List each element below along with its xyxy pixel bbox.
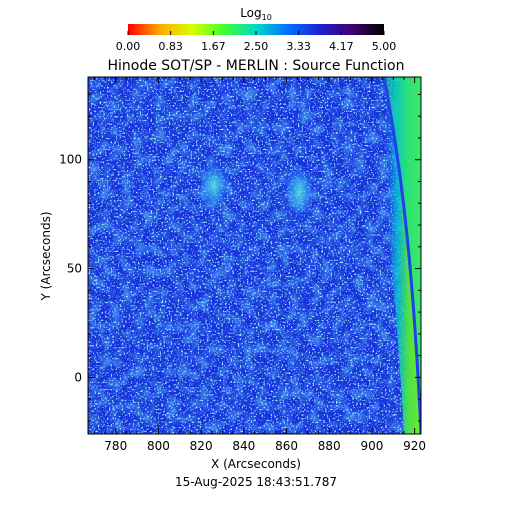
timestamp: 15-Aug-2025 18:43:51.787 — [175, 475, 337, 489]
x-tick-label: 780 — [104, 439, 127, 453]
bright-feature — [197, 157, 230, 214]
colorbar-tick-label: 0.00 — [116, 40, 141, 53]
granulation-speckle — [88, 77, 421, 434]
bright-feature — [283, 164, 316, 221]
colorbar — [128, 24, 384, 35]
colorbar-ticks: 0.00 0.83 1.67 2.50 3.33 4.17 5.00 — [116, 31, 397, 53]
x-tick-label: 820 — [190, 439, 213, 453]
colorbar-tick-label: 2.50 — [244, 40, 269, 53]
chart-title: Hinode SOT/SP - MERLIN : Source Function — [107, 58, 404, 74]
colorbar-label: Log10 — [240, 6, 272, 22]
x-axis-ticks: 780 800 820 840 860 880 900 920 — [93, 77, 426, 453]
x-tick-label: 860 — [275, 439, 298, 453]
colorbar-tick-label: 4.17 — [329, 40, 354, 53]
y-tick-label: 50 — [67, 262, 82, 276]
off-limb-region — [384, 77, 421, 434]
colorbar-tick-label: 3.33 — [286, 40, 311, 53]
x-tick-label: 880 — [318, 439, 341, 453]
x-axis-label: X (Arcseconds) — [211, 457, 301, 471]
colorbar-tick-label: 5.00 — [372, 40, 397, 53]
x-tick-label: 920 — [403, 439, 426, 453]
y-tick-label: 0 — [74, 370, 82, 384]
y-axis-ticks: 0 50 100 — [59, 93, 421, 422]
x-tick-label: 840 — [232, 439, 255, 453]
bright-features — [197, 157, 316, 221]
colorbar-tick-label: 1.67 — [201, 40, 226, 53]
solar-image — [88, 77, 421, 434]
x-tick-label: 800 — [147, 439, 170, 453]
y-axis-label: Y (Arcseconds) — [39, 211, 53, 301]
y-tick-label: 100 — [59, 153, 82, 167]
limb-edge — [382, 77, 421, 434]
colorbar-tick-label: 0.83 — [158, 40, 183, 53]
x-tick-label: 900 — [360, 439, 383, 453]
